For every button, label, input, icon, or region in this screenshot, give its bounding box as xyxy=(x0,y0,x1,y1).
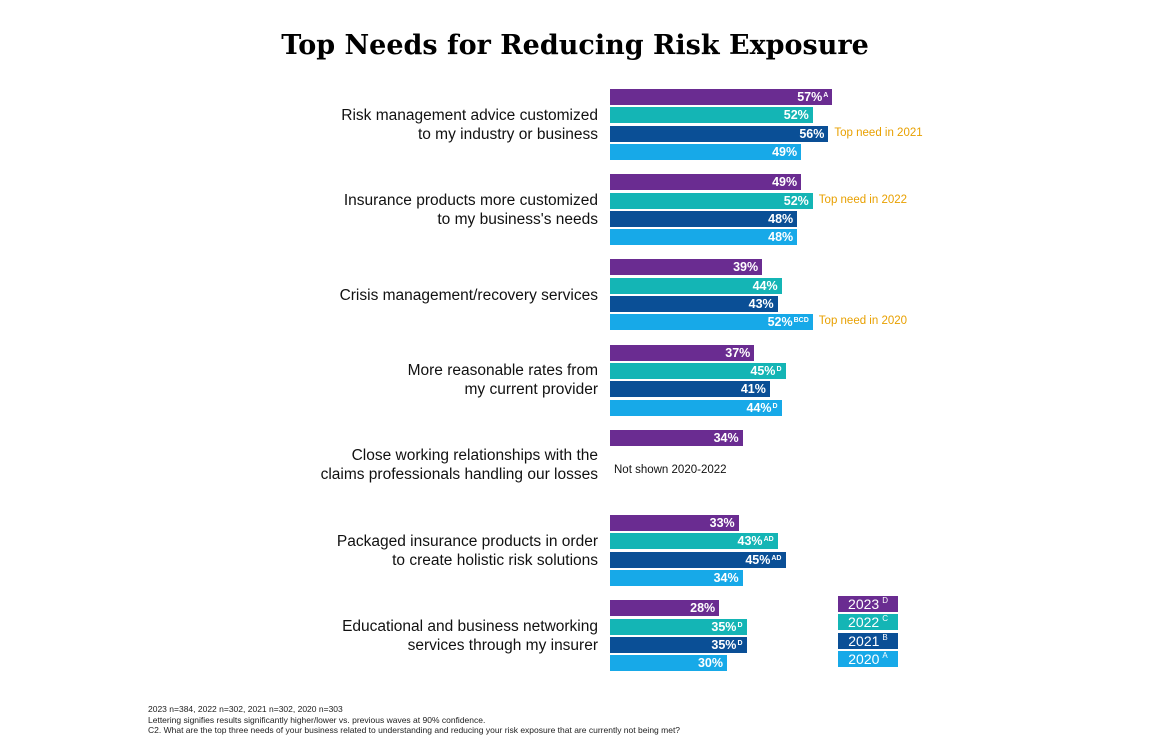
bar-value-label: 49% xyxy=(772,144,798,159)
category-label: Packaged insurance products in order to c… xyxy=(258,532,598,570)
category-label-line: claims professionals handling our losses xyxy=(320,466,598,484)
bar-value-label: 57% xyxy=(797,90,823,104)
bar-2022: 52% xyxy=(610,107,813,124)
category-label-line: services through my insurer xyxy=(407,636,598,654)
bar-2022: 35% D xyxy=(610,618,747,635)
legend-label: 2021 xyxy=(848,632,880,649)
bar-value-label: 39% xyxy=(733,260,759,275)
category-label-line: Educational and business networking xyxy=(342,617,598,635)
bar-2022: 44% xyxy=(610,277,782,294)
bar-2020: 49% xyxy=(610,143,802,160)
bar-value-label: 43% xyxy=(748,297,774,311)
category-label-line: to my business's needs xyxy=(437,210,598,228)
footnote-lettering: Lettering signifies results significantl… xyxy=(148,714,486,725)
bar-2023: 39% xyxy=(610,259,763,276)
bar-value-label: 33% xyxy=(709,516,735,530)
footnotes: 2023 n=384, 2022 n=302, 2021 n=302, 2020… xyxy=(148,704,680,736)
legend-label: 2023 xyxy=(848,596,880,612)
top-need-annotation: Top need in 2020 xyxy=(818,315,908,328)
legend-item-2021: 2021 B xyxy=(838,632,898,649)
bar-2021: 45% AD xyxy=(610,551,786,568)
bar-2021: 35% D xyxy=(610,636,747,653)
category-label-line: Insurance products more customized xyxy=(343,191,598,209)
bar-2020: 34% xyxy=(610,569,743,586)
category-label: Educational and business networking servi… xyxy=(258,617,598,655)
bar-2023: 28% xyxy=(610,600,720,617)
legend-item-2020: 2020 A xyxy=(838,650,898,667)
bar-value-label: 34% xyxy=(713,430,739,445)
bar-value-label: 49% xyxy=(772,175,798,190)
bar-2020: 48% xyxy=(610,229,798,246)
bar-value-label: 52% xyxy=(783,108,809,123)
category-label-line: to my industry or business xyxy=(417,125,598,143)
bar-2023: 57% A xyxy=(610,89,833,105)
bar-value-label: 48% xyxy=(768,230,794,245)
bar-value-label: 43% xyxy=(737,534,763,549)
category-label: Close working relationships with the clai… xyxy=(258,446,598,484)
bar-2022: 43% AD xyxy=(610,533,778,550)
category-label: Insurance products more customized to my … xyxy=(258,191,598,229)
legend-item-2022: 2022 C xyxy=(838,614,898,631)
category-label-line: Packaged insurance products in order xyxy=(336,532,598,550)
bar-2021: 43% xyxy=(610,296,778,312)
category-label-line: Crisis management/recovery services xyxy=(339,286,598,304)
bar-value-label: 45% xyxy=(745,552,771,567)
category-label-line: to create holistic risk solutions xyxy=(392,551,598,569)
legend-label: 2022 xyxy=(848,614,880,631)
footnote-question: C2. What are the top three needs of your… xyxy=(148,725,681,735)
bar-value-label: 41% xyxy=(740,382,766,397)
bar-value-label: 30% xyxy=(697,656,723,671)
bar-2022: 52% xyxy=(610,192,813,209)
top-need-annotation: Top need in 2021 xyxy=(834,126,923,139)
bar-2023: 33% xyxy=(610,515,739,531)
category-label-line: More reasonable rates from xyxy=(407,362,598,380)
bar-value-label: 35% xyxy=(711,619,737,634)
bar-2021: 41% xyxy=(610,381,770,398)
not-shown-note: Not shown 2020-2022 xyxy=(614,463,727,476)
bar-value-label: 34% xyxy=(713,570,739,585)
bar-value-label: 52% xyxy=(783,193,809,208)
bar-value-label: 52% xyxy=(767,315,793,330)
bar-2020: 44% D xyxy=(610,399,782,416)
bar-value-label: 37% xyxy=(725,345,751,360)
category-label-line: my current provider xyxy=(464,381,598,399)
bar-2021: 56% xyxy=(610,125,829,142)
bar-value-label: 48% xyxy=(768,211,794,226)
category-label: Risk management advice customized to my i… xyxy=(258,106,598,144)
bar-value-label: 35% xyxy=(711,637,737,652)
bar-value-label: 56% xyxy=(799,126,825,141)
bar-2022: 45% D xyxy=(610,362,786,379)
bar-2023: 49% xyxy=(610,174,802,191)
category-label: More reasonable rates from my current pro… xyxy=(258,361,598,399)
footnote-sample-sizes: 2023 n=384, 2022 n=302, 2021 n=302, 2020… xyxy=(148,704,343,714)
legend-item-2023: 2023 D xyxy=(838,596,898,612)
bar-value-label: 45% xyxy=(750,363,776,378)
bar-2023: 34% xyxy=(610,429,743,446)
legend-label: 2020 xyxy=(848,650,880,667)
bar-value-label: 44% xyxy=(752,278,778,293)
category-label-line: Close working relationships with the xyxy=(351,447,598,465)
category-label: Crisis management/recovery services xyxy=(258,286,598,305)
bar-2020: 52% BCD xyxy=(610,314,813,331)
bar-2020: 30% xyxy=(610,655,727,672)
category-label-line: Risk management advice customized xyxy=(341,106,598,124)
bar-2021: 48% xyxy=(610,210,798,227)
bar-value-label: 44% xyxy=(746,400,772,415)
bar-2023: 37% xyxy=(610,344,755,361)
chart-title: Top Needs for Reducing Risk Exposure xyxy=(281,30,869,61)
bar-value-label: 28% xyxy=(690,601,716,616)
top-need-annotation: Top need in 2022 xyxy=(818,193,908,206)
